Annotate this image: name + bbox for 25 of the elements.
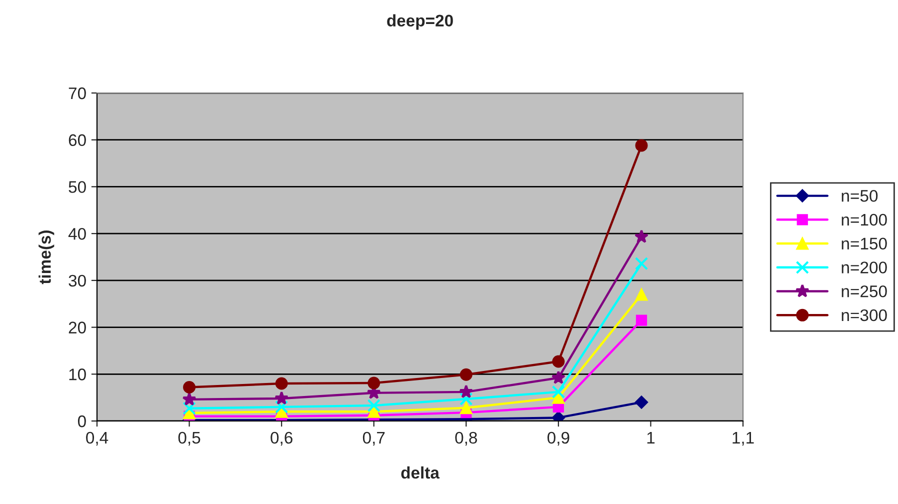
legend-label: n=250 [842, 285, 887, 298]
legend-label: n=50 [842, 190, 878, 202]
y-axis-title: time(s) [38, 230, 54, 284]
legend-label: n=150 [842, 238, 887, 250]
x-tick-label: 0,7 [362, 432, 385, 446]
chart-title: deep=20 [387, 14, 453, 30]
y-tick-label: 0 [78, 415, 86, 428]
x-tick-label: 0,6 [270, 432, 292, 446]
y-tick-label: 70 [68, 87, 86, 100]
y-tick-label: 30 [68, 274, 86, 287]
x-tick-label: 0,5 [178, 432, 200, 446]
y-tick-label: 20 [68, 322, 86, 334]
y-tick-label: 60 [68, 134, 86, 146]
legend-label: n=200 [842, 262, 887, 274]
x-axis-title: delta [401, 466, 440, 479]
y-tick-label: 50 [68, 181, 86, 193]
x-tick-label: 0,8 [455, 432, 478, 446]
x-tick-label: 1,1 [732, 432, 754, 446]
legend-label: n=100 [842, 214, 887, 226]
x-tick-label: 1 [647, 432, 655, 444]
legend-label: n=300 [842, 309, 887, 322]
y-tick-label: 40 [68, 228, 86, 240]
x-tick-label: 0,9 [547, 432, 570, 446]
y-tick-label: 10 [69, 368, 86, 380]
x-tick-label: 0,4 [86, 432, 108, 446]
